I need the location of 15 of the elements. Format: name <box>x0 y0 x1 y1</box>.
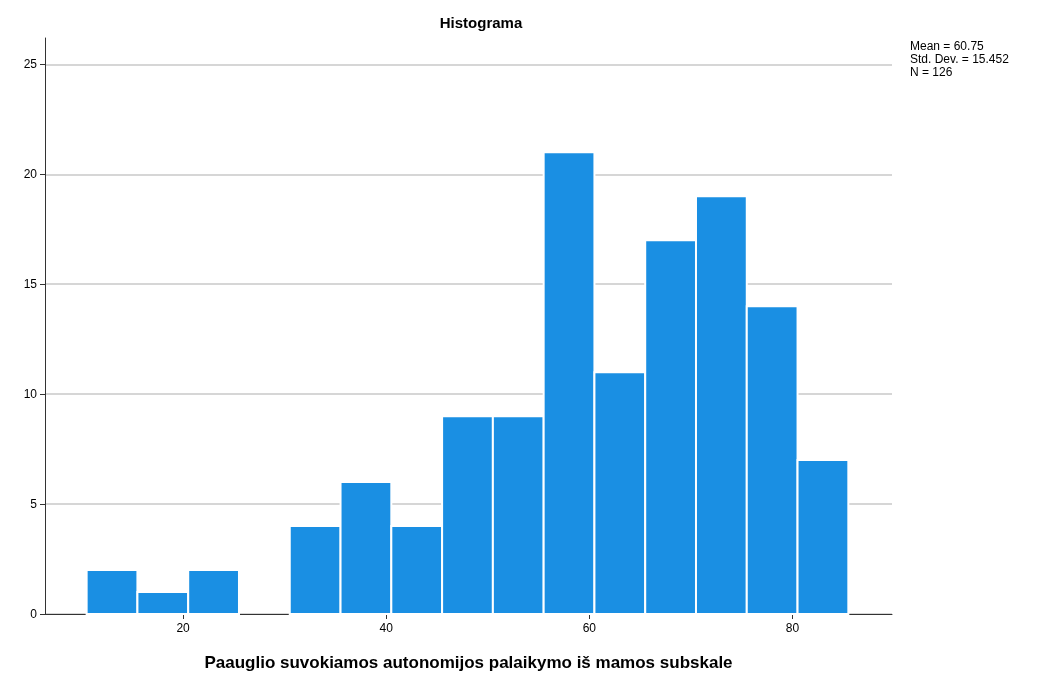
x-tick-label: 20 <box>176 621 191 635</box>
y-tick-label: 25 <box>23 57 38 72</box>
y-tick-label: 10 <box>23 387 38 402</box>
y-tick-label: 15 <box>23 277 38 292</box>
x-tick-label: 60 <box>582 621 597 635</box>
chart-title: Histograma <box>439 14 523 31</box>
x-tick-label: 80 <box>785 621 800 635</box>
y-tick-label: 5 <box>30 497 38 512</box>
text: N = 126 <box>910 65 953 79</box>
text: Std. Dev. = 15.452 <box>910 52 1010 66</box>
x-tick-label: 40 <box>379 621 394 635</box>
y-tick-label: 0 <box>30 607 38 621</box>
text: Mean = 60.75 <box>910 39 985 53</box>
x-axis-title: Paauglio suvokiamos autonomijos palaikymo iš mamos subskale <box>204 653 733 672</box>
y-tick-label: 20 <box>23 167 38 182</box>
